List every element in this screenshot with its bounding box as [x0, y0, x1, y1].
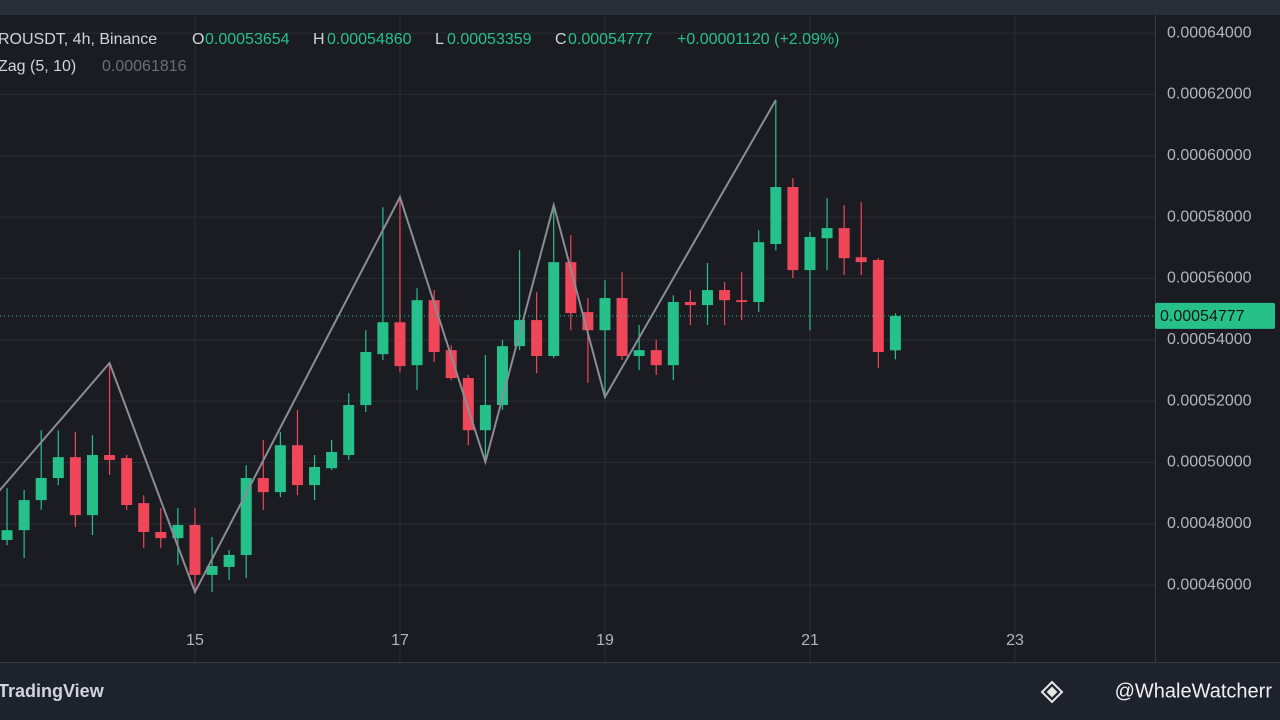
y-tick-label: 0.00064000: [1167, 24, 1252, 41]
candle-body: [889, 315, 901, 351]
x-tick-label: 15: [186, 632, 204, 649]
ohlc-value: 0.00053654: [205, 31, 290, 48]
candle-body: [821, 228, 833, 239]
candle-body: [719, 290, 731, 301]
x-tick-label: 23: [1006, 632, 1024, 649]
candle-body: [1, 530, 13, 540]
x-tick-label: 21: [801, 632, 819, 649]
candle-body: [138, 503, 150, 532]
candle-body: [69, 457, 81, 516]
candle-body: [121, 458, 133, 506]
candle-body: [496, 346, 508, 406]
ohlc-label: H: [313, 31, 325, 48]
candle-body: [172, 524, 184, 539]
candle-body: [360, 351, 372, 406]
last-price-label: 0.00054777: [1160, 308, 1245, 325]
ohlc-value: 0.00053359: [447, 31, 532, 48]
candle-body: [189, 524, 201, 575]
candle-body: [411, 300, 423, 366]
x-tick-label: 19: [596, 632, 614, 649]
brand: TradingView: [0, 681, 105, 701]
candle-body: [274, 445, 286, 493]
y-tick-label: 0.00062000: [1167, 86, 1252, 103]
candle-body: [633, 350, 645, 356]
candle-body: [445, 350, 457, 379]
candle-body: [394, 322, 406, 367]
candle-body: [787, 187, 799, 271]
candle-body: [667, 302, 679, 366]
candle-body: [650, 350, 662, 366]
candle-body: [155, 531, 167, 539]
candle-body: [52, 457, 64, 479]
x-tick-label: 17: [391, 632, 409, 649]
indicator-value: 0.00061816: [102, 58, 187, 75]
indicator-name: Zag (5, 10): [0, 58, 76, 75]
candle-body: [753, 242, 765, 303]
candle-body: [684, 302, 696, 306]
candle-body: [479, 405, 491, 431]
candle-body: [428, 300, 440, 352]
candle-body: [582, 312, 594, 331]
candle-body: [548, 262, 560, 356]
candle-body: [701, 290, 713, 306]
y-tick-label: 0.00050000: [1167, 454, 1252, 471]
top-bar: [0, 0, 1280, 15]
candle-body: [531, 320, 543, 356]
y-tick-label: 0.00052000: [1167, 392, 1252, 409]
candle-body: [599, 298, 611, 331]
ohlc-value: 0.00054777: [568, 31, 653, 48]
watermark-icon: [1040, 680, 1064, 704]
zigzag-line: [0, 99, 777, 595]
y-tick-label: 0.00046000: [1167, 576, 1252, 593]
candle-body: [86, 455, 98, 516]
watermark: @WhaleWatcherr: [1115, 680, 1273, 702]
candle-body: [377, 322, 389, 355]
ohlc-label: O: [192, 31, 204, 48]
ohlc-value: 0.00054860: [327, 31, 412, 48]
candle-body: [35, 478, 47, 501]
candle-body: [804, 237, 816, 271]
axes: 0.00046000 0.00048000 0.00050000 0.00052000…: [186, 24, 1275, 649]
candle-body: [855, 257, 867, 263]
candle-body: [838, 228, 850, 259]
candle-body: [240, 478, 252, 555]
candle-body: [343, 405, 355, 456]
last-price-box: [1155, 302, 1275, 329]
y-tick-label: 0.00060000: [1167, 147, 1252, 164]
ohlc-label: C: [555, 31, 567, 48]
candle-body: [18, 500, 30, 531]
candle-body: [104, 455, 116, 460]
candle-body: [736, 300, 748, 303]
y-tick-label: 0.00058000: [1167, 208, 1252, 225]
symbol: ROUSDT, 4h, Binance: [0, 31, 157, 48]
candle-body: [206, 566, 218, 575]
legend: ROUSDT, 4h, Binance O 0.00053654 H 0.000…: [0, 31, 840, 75]
y-tick-label: 0.00054000: [1167, 331, 1252, 348]
candle-body: [309, 466, 321, 486]
candle-body: [223, 554, 235, 567]
candle-body: [616, 298, 628, 356]
plot: [0, 99, 1155, 595]
candle-body: [257, 478, 269, 493]
bottom-bar: [0, 662, 1280, 720]
ohlc-label: L: [435, 31, 444, 48]
y-tick-label: 0.00048000: [1167, 515, 1252, 532]
candle-body: [291, 445, 303, 486]
candle-body: [462, 378, 474, 431]
candle-body: [565, 262, 577, 314]
candle-body: [770, 187, 782, 245]
y-tick-label: 0.00056000: [1167, 270, 1252, 287]
candle-body: [872, 260, 884, 352]
candle-body: [326, 451, 338, 469]
change: +0.00001120 (+2.09%): [677, 31, 840, 48]
